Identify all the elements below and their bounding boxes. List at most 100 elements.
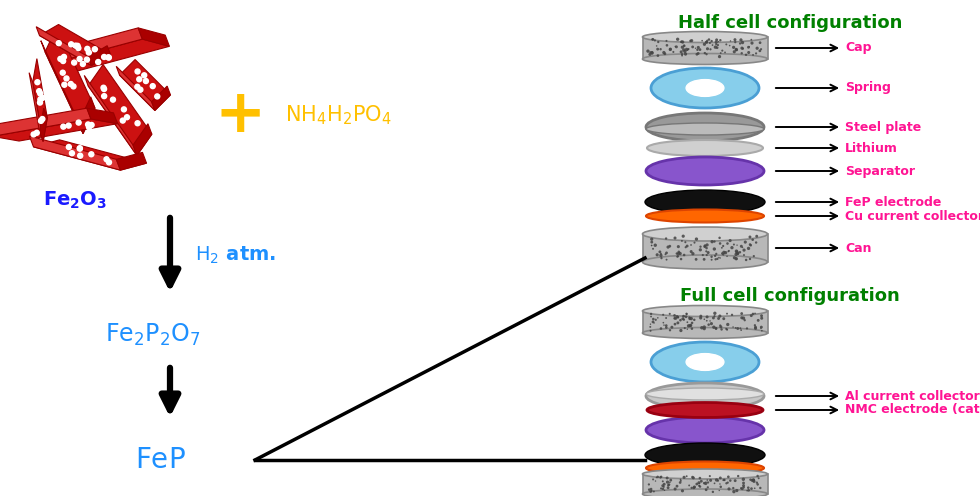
Point	[722, 477, 738, 485]
Polygon shape	[138, 28, 170, 46]
Point	[719, 240, 735, 248]
Point	[710, 38, 726, 46]
Point	[708, 252, 723, 260]
Point	[711, 253, 727, 261]
Point	[680, 46, 696, 54]
Point	[727, 38, 743, 46]
Point	[747, 321, 762, 329]
Point	[667, 43, 683, 51]
Circle shape	[38, 91, 43, 96]
Point	[657, 480, 672, 488]
Point	[706, 323, 721, 331]
Point	[733, 36, 749, 44]
Point	[710, 41, 726, 49]
Circle shape	[85, 46, 90, 52]
Point	[707, 479, 722, 487]
Point	[665, 48, 681, 56]
Circle shape	[96, 60, 101, 64]
Bar	[643, 37, 767, 59]
Point	[673, 38, 689, 46]
Polygon shape	[33, 140, 146, 170]
Point	[678, 243, 694, 251]
Point	[714, 244, 730, 252]
Point	[646, 319, 662, 327]
Point	[643, 312, 659, 320]
Point	[670, 313, 686, 321]
Point	[754, 312, 769, 320]
Point	[643, 49, 659, 57]
Point	[644, 487, 660, 495]
Circle shape	[70, 151, 74, 156]
Point	[712, 480, 728, 488]
Point	[662, 242, 677, 250]
Point	[707, 245, 722, 253]
Point	[742, 233, 758, 241]
Point	[718, 479, 734, 487]
Circle shape	[86, 50, 91, 55]
Polygon shape	[79, 97, 95, 133]
Point	[667, 234, 683, 242]
Point	[684, 325, 700, 333]
Text: NMC electrode (cathode): NMC electrode (cathode)	[845, 404, 980, 417]
Circle shape	[101, 85, 106, 90]
Point	[646, 315, 662, 323]
Point	[653, 249, 668, 257]
Point	[659, 249, 674, 257]
Point	[718, 325, 734, 333]
Circle shape	[135, 69, 140, 74]
Point	[692, 474, 708, 482]
Point	[701, 321, 716, 329]
Ellipse shape	[646, 113, 764, 141]
Polygon shape	[39, 24, 111, 65]
Circle shape	[104, 157, 109, 162]
Polygon shape	[117, 66, 155, 111]
Point	[653, 251, 668, 259]
Point	[664, 323, 680, 331]
Point	[679, 325, 695, 333]
Point	[728, 255, 744, 263]
Circle shape	[111, 97, 116, 102]
Polygon shape	[88, 46, 111, 65]
Text: +: +	[215, 85, 266, 144]
Point	[730, 249, 746, 257]
Ellipse shape	[647, 402, 763, 418]
Point	[679, 310, 695, 318]
Circle shape	[37, 100, 42, 105]
Point	[724, 311, 740, 319]
Point	[717, 49, 733, 57]
Ellipse shape	[646, 123, 764, 135]
Point	[672, 476, 688, 484]
Point	[750, 472, 765, 480]
Point	[692, 46, 708, 54]
Point	[697, 325, 712, 333]
Point	[730, 324, 746, 332]
Point	[746, 252, 761, 260]
Point	[722, 37, 738, 45]
Point	[753, 484, 768, 492]
Point	[644, 49, 660, 57]
Point	[645, 245, 661, 253]
Point	[726, 48, 742, 56]
Point	[686, 484, 702, 492]
Point	[659, 235, 674, 243]
Polygon shape	[39, 108, 47, 141]
Ellipse shape	[643, 489, 767, 496]
Point	[732, 324, 748, 332]
Point	[699, 38, 714, 46]
Point	[735, 45, 751, 53]
Polygon shape	[29, 73, 43, 141]
Text: Separator: Separator	[845, 165, 915, 178]
Circle shape	[72, 60, 76, 65]
Ellipse shape	[643, 327, 767, 338]
Circle shape	[77, 146, 82, 151]
Point	[674, 50, 690, 58]
Circle shape	[40, 95, 45, 100]
Point	[714, 249, 730, 257]
Point	[698, 242, 713, 250]
Point	[745, 310, 760, 318]
Point	[644, 238, 660, 246]
Point	[728, 247, 744, 255]
Point	[659, 323, 674, 331]
Point	[700, 476, 715, 484]
Point	[750, 44, 765, 52]
